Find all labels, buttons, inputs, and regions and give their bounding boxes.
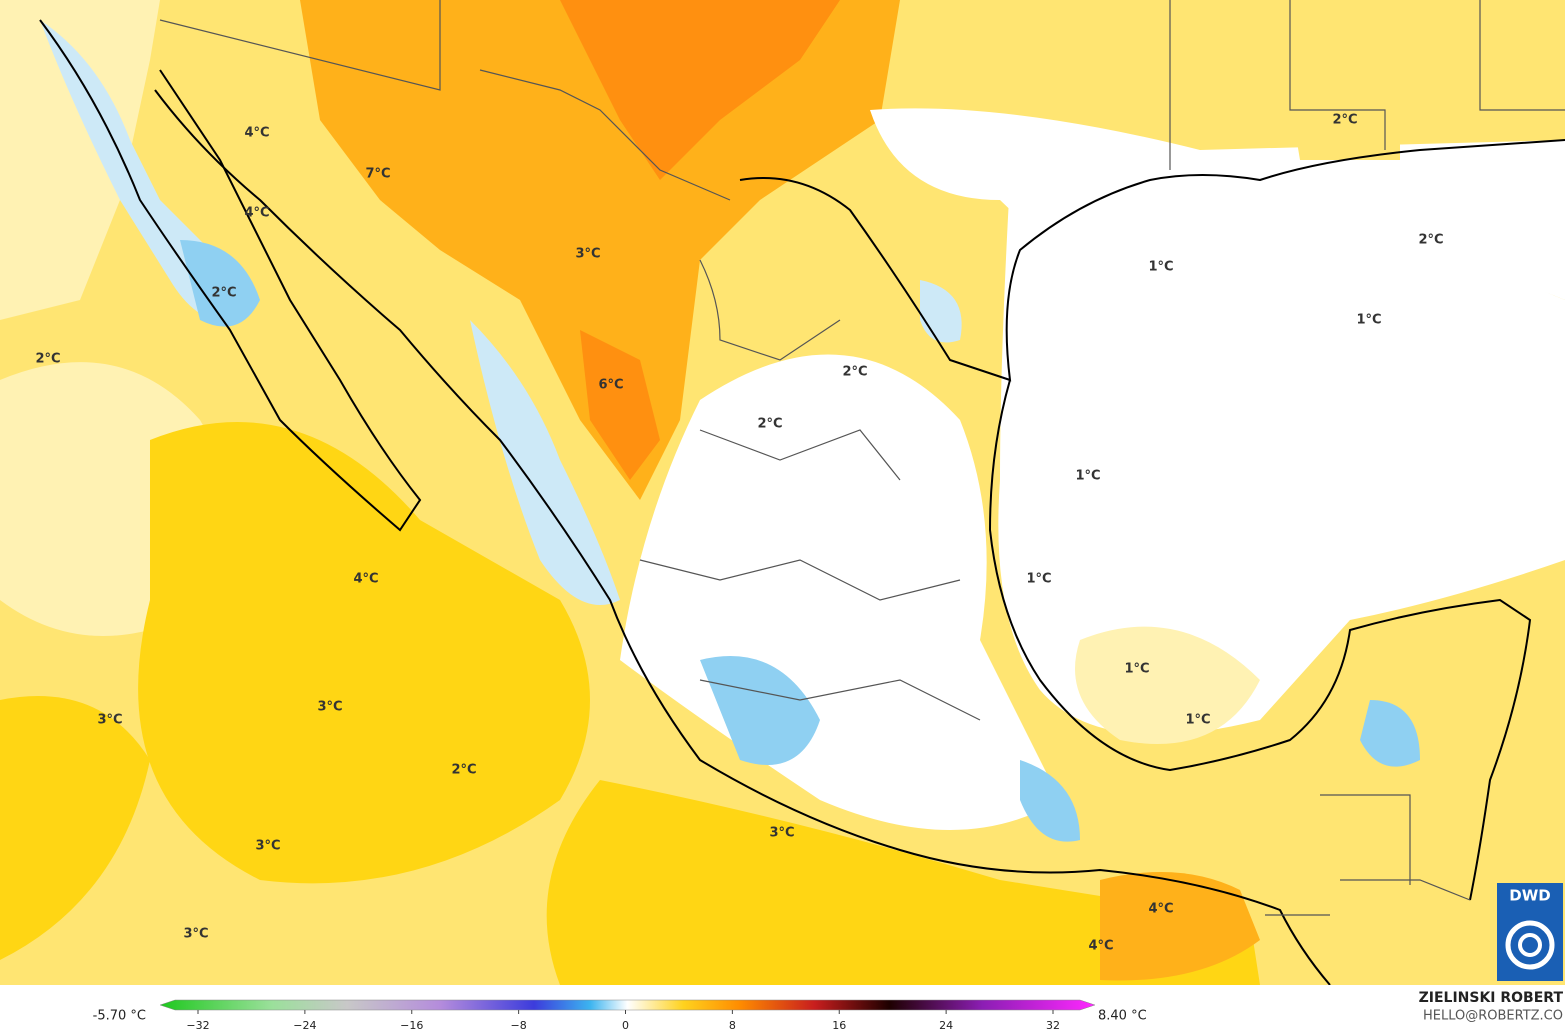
contour-label: 1°C [1075, 469, 1100, 484]
field-yellow [1290, 100, 1400, 160]
contour-label: 1°C [1356, 313, 1381, 328]
border [1265, 794, 1471, 916]
contour-label: 2°C [1332, 113, 1357, 128]
contour-label: 3°C [97, 713, 122, 728]
contour-label: 2°C [1418, 233, 1443, 248]
field-cool [470, 320, 620, 605]
contour-label: 4°C [244, 206, 269, 221]
colorbar-tick-label: −24 [293, 1019, 316, 1032]
colorbar-tick-label: −16 [400, 1019, 423, 1032]
contour-label: 2°C [211, 286, 236, 301]
map-layer [0, 0, 1565, 985]
border [1169, 0, 1565, 170]
colorbar-tick-label: 16 [832, 1019, 846, 1032]
contour-label: 7°C [365, 167, 390, 182]
dwd-logo-text: DWD [1509, 887, 1550, 905]
gulf-field [998, 179, 1565, 735]
colorbar-tick-label: −8 [511, 1019, 527, 1032]
dwd-logo-swirl [1518, 933, 1542, 957]
contour-label: 6°C [598, 378, 623, 393]
contour-label: 2°C [757, 417, 782, 432]
contact: HELLO@ROBERTZ.CO [1423, 1009, 1563, 1024]
contour-label: 1°C [1148, 260, 1173, 275]
coastlines [39, 19, 1565, 985]
border [639, 259, 981, 721]
field-cold [1020, 760, 1080, 842]
colorbar-tick-label: 0 [622, 1019, 629, 1032]
colorbar-tick-label: 32 [1046, 1019, 1060, 1032]
coastline [154, 89, 1331, 985]
author: ZIELINSKI ROBERT [1419, 990, 1564, 1006]
legend: -5.70 °C 8.40 °C −32 −24 −16 −8 0 8 16 24 32 [93, 999, 1147, 1032]
contour-label: 4°C [244, 126, 269, 141]
contour-label: 3°C [255, 839, 280, 854]
contour-label: 4°C [353, 572, 378, 587]
field-cold [180, 240, 260, 327]
colorbar-tick-label: 24 [939, 1019, 953, 1032]
contour-label: 1°C [1124, 662, 1149, 677]
coastline [988, 379, 1532, 901]
contour-label: 2°C [35, 352, 60, 367]
contour-label: 4°C [1148, 902, 1173, 917]
field-orange-deep [560, 0, 840, 180]
contour-label: 1°C [1026, 572, 1051, 587]
borders [159, 0, 1565, 916]
field-orange [1100, 872, 1260, 981]
coastline [739, 139, 1565, 382]
contour-label: 2°C [842, 365, 867, 380]
field-cold [1360, 700, 1420, 767]
field-cold [700, 656, 820, 765]
field-orange [300, 0, 900, 500]
border [159, 0, 731, 201]
field-deep [0, 696, 150, 960]
max-label: 8.40 °C [1098, 1009, 1147, 1024]
colorbar-tick-label: 8 [729, 1019, 736, 1032]
field-light [0, 0, 160, 320]
contour-label: 1°C [1185, 713, 1210, 728]
contour-labels: 4°C 7°C 4°C 2°C 3°C 2°C 6°C 2°C 2°C 4°C 3°C 3°C 2°C 3… [35, 113, 1443, 954]
contour-label: 4°C [1088, 939, 1113, 954]
field-deep [138, 422, 590, 884]
colorbar-tick-label: −32 [186, 1019, 209, 1032]
coastline [39, 19, 422, 532]
contour-label: 3°C [575, 247, 600, 262]
contour-label: 3°C [317, 700, 342, 715]
min-label: -5.70 °C [93, 1009, 146, 1024]
contour-label: 3°C [183, 927, 208, 942]
field-deep [546, 780, 1260, 985]
field-cool [920, 280, 962, 343]
contour-label: 3°C [769, 826, 794, 841]
colorbar [159, 999, 1096, 1011]
contour-label: 2°C [451, 763, 476, 778]
dwd-logo-swirl [1505, 920, 1555, 970]
field-orange-deep [580, 330, 660, 480]
field-light [1075, 626, 1260, 744]
